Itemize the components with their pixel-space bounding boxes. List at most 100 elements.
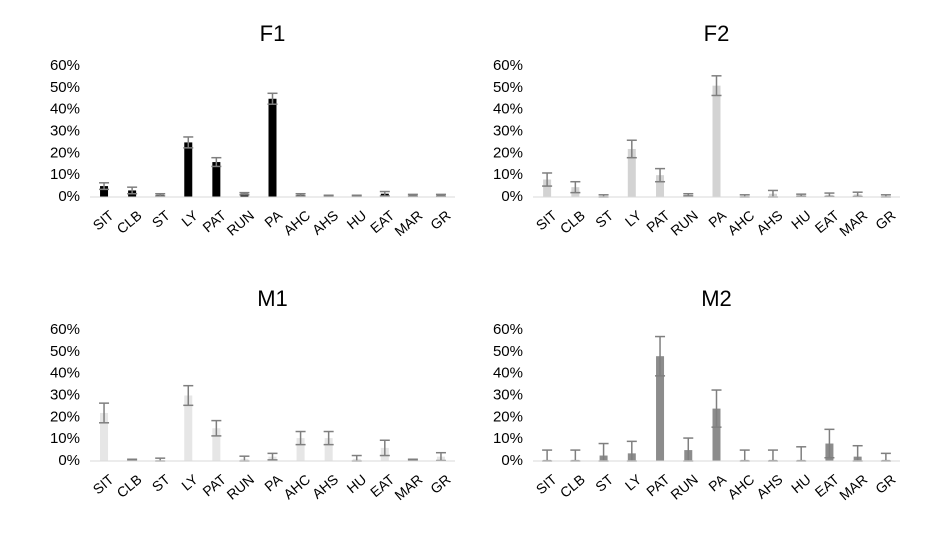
x-tick-label: ST [149, 471, 173, 495]
error-bar [570, 180, 581, 194]
error-bar [796, 193, 807, 198]
x-tick-label: AHC [280, 471, 313, 502]
x-tick-label: AHC [280, 207, 313, 238]
x-tick-label: MAR [391, 471, 425, 503]
x-tick-label: EAT [812, 207, 843, 236]
error-bar [127, 458, 138, 462]
error-bar [683, 192, 694, 197]
error-bar [542, 172, 553, 187]
y-tick-label: 40% [493, 101, 523, 118]
x-tick-label: PAT [643, 471, 673, 500]
y-tick-label: 40% [50, 365, 80, 382]
error-bar [824, 428, 835, 459]
error-bar [711, 389, 722, 428]
x-tick-label: AHS [309, 471, 341, 502]
chart-title: M2 [701, 286, 732, 311]
x-tick-label: SIT [90, 471, 117, 498]
bar-pa [712, 85, 721, 197]
chart-title: M1 [257, 286, 288, 311]
x-tick-label: LY [178, 207, 201, 230]
x-tick-label: ST [592, 471, 616, 495]
y-tick-label: 60% [493, 321, 523, 338]
y-tick-label: 10% [493, 166, 523, 183]
error-bar [542, 449, 553, 462]
x-tick-label: PAT [199, 471, 229, 500]
bar-ahs [324, 438, 333, 461]
error-bar [183, 136, 194, 149]
x-tick-label: CLB [557, 471, 588, 501]
y-tick-label: 30% [493, 122, 523, 139]
y-tick-label: 60% [50, 321, 80, 338]
x-tick-label: SIT [90, 207, 117, 234]
y-tick-label: 0% [58, 452, 80, 469]
y-tick-label: 30% [50, 122, 80, 139]
error-bar [379, 190, 390, 197]
y-tick-label: 60% [493, 57, 523, 74]
bar-ly [184, 142, 193, 197]
y-tick-label: 50% [50, 343, 80, 360]
y-tick-label: 60% [50, 57, 80, 74]
x-tick-label: MAR [836, 471, 870, 503]
x-tick-label: AHS [309, 207, 341, 238]
y-tick-label: 30% [50, 386, 80, 403]
error-bar [99, 182, 110, 191]
x-tick-label: GR [872, 471, 898, 497]
y-tick-label: 20% [493, 144, 523, 161]
x-tick-label: RUN [224, 471, 258, 503]
y-tick-label: 40% [493, 365, 523, 382]
y-tick-label: 20% [493, 408, 523, 425]
error-bar [351, 194, 362, 198]
y-tick-label: 10% [493, 430, 523, 447]
x-tick-label: MAR [836, 207, 870, 239]
x-tick-label: HU [788, 471, 814, 496]
bar-pat [656, 175, 665, 197]
error-bar [655, 335, 666, 377]
error-bar [655, 167, 666, 183]
x-tick-label: GR [427, 207, 453, 233]
error-bar [379, 439, 390, 457]
y-tick-label: 50% [493, 343, 523, 360]
error-bar [407, 458, 418, 462]
x-tick-label: ST [592, 207, 616, 231]
x-tick-label: LY [178, 471, 201, 494]
error-bar [767, 449, 778, 462]
y-tick-label: 20% [50, 144, 80, 161]
error-bar [239, 191, 250, 196]
error-bar [295, 192, 306, 197]
bar-sit [100, 186, 109, 197]
y-tick-label: 40% [50, 101, 80, 118]
y-tick-label: 10% [50, 166, 80, 183]
y-tick-label: 10% [50, 430, 80, 447]
x-tick-label: AHC [724, 207, 757, 238]
y-tick-label: 0% [501, 452, 523, 469]
error-bar [211, 156, 222, 168]
bar-ly [184, 395, 193, 461]
x-tick-label: EAT [367, 207, 398, 236]
x-tick-label: ST [149, 207, 173, 231]
error-bar [323, 194, 334, 198]
bar-pat [212, 428, 221, 461]
chart-title: F2 [704, 21, 730, 46]
error-bar [435, 193, 446, 197]
error-bar [127, 186, 138, 195]
error-bar [211, 419, 222, 437]
error-bar [295, 430, 306, 446]
chart-title: F1 [260, 21, 286, 46]
y-tick-label: 50% [50, 79, 80, 96]
y-tick-label: 50% [493, 79, 523, 96]
error-bar [739, 449, 750, 462]
x-tick-label: EAT [367, 471, 398, 500]
x-tick-label: RUN [224, 207, 258, 239]
error-bar [99, 402, 110, 424]
x-tick-label: HU [788, 207, 814, 232]
error-bar [880, 452, 891, 462]
x-tick-label: RUN [667, 207, 701, 239]
bar-pa [712, 408, 721, 461]
x-tick-label: GR [872, 207, 898, 233]
bar-pa [268, 98, 277, 197]
x-tick-label: LY [622, 207, 645, 230]
